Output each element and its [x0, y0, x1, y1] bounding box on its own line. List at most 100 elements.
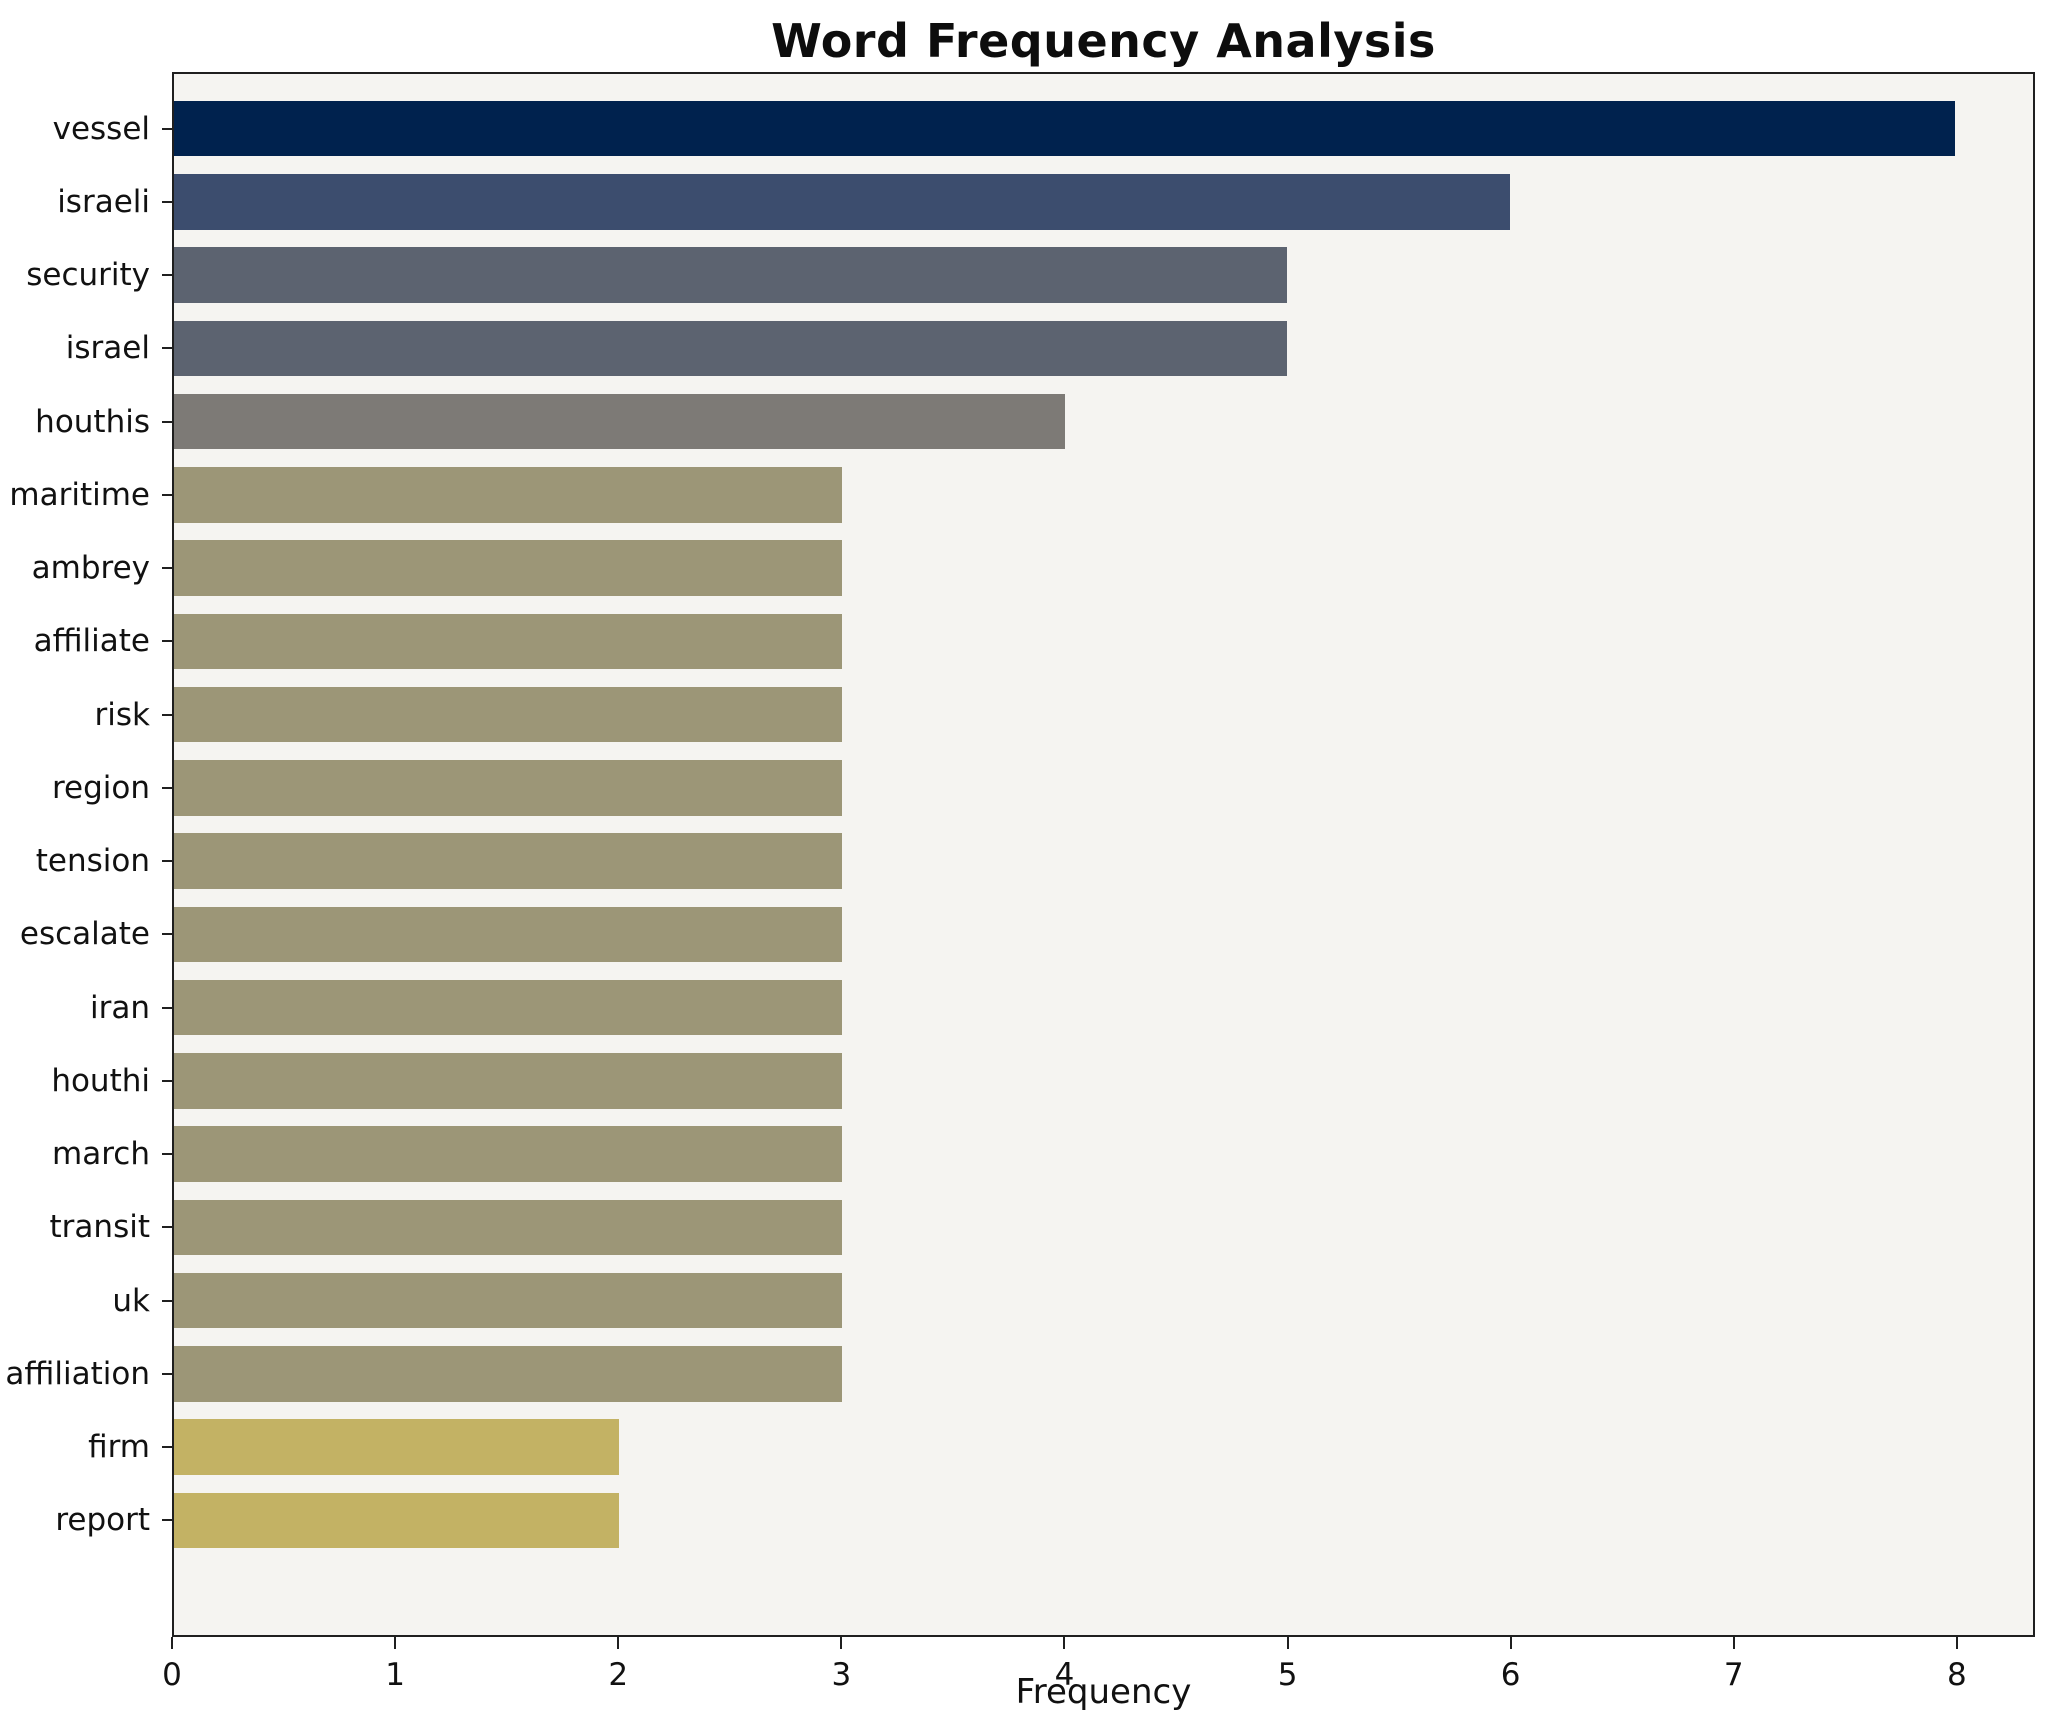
y-tick-label-region: region [51, 769, 150, 806]
y-label-row-affiliate: affiliate [0, 605, 172, 678]
x-tick-label-4: 4 [1054, 1657, 1075, 1693]
bar-ambrey [174, 540, 842, 596]
x-tick-mark [1732, 1637, 1735, 1649]
y-tick-label-vessel: vessel [52, 110, 150, 147]
y-tick-mark [162, 1153, 172, 1156]
y-label-row-israel: israel [0, 312, 172, 385]
x-tick-label-1: 1 [385, 1657, 405, 1693]
y-label-row-israeli: israeli [0, 165, 172, 238]
bar-row-march [174, 1118, 2033, 1191]
y-label-row-ambrey: ambrey [0, 532, 172, 605]
x-tick-label-3: 3 [831, 1657, 852, 1693]
y-tick-mark [162, 786, 172, 789]
y-tick-label-iran: iran [89, 989, 150, 1026]
bar-row-vessel [174, 92, 2033, 165]
chart-title: Word Frequency Analysis [771, 14, 1436, 68]
y-label-row-transit: transit [0, 1191, 172, 1264]
bar-maritime [174, 467, 842, 523]
y-tick-mark [162, 420, 172, 423]
y-tick-label-security: security [26, 257, 150, 294]
bar-security [174, 247, 1288, 303]
x-axis: 0 1 2 3 4 5 6 7 8 [162, 1637, 2035, 1699]
bar-affiliation [174, 1346, 842, 1402]
bar-houthi [174, 1053, 842, 1109]
y-tick-mark [162, 1079, 172, 1082]
bar-iran [174, 979, 842, 1036]
bar-tension [174, 833, 842, 889]
y-label-row-vessel: vessel [0, 92, 172, 165]
y-label-row-uk: uk [0, 1264, 172, 1337]
bar-row-iran [174, 971, 2033, 1044]
y-tick-mark [162, 567, 172, 570]
y-tick-mark [162, 1226, 172, 1229]
x-tick-label-2: 2 [608, 1657, 629, 1693]
y-label-row-iran: iran [0, 971, 172, 1044]
y-label-row-tension: tension [0, 825, 172, 898]
y-tick-label-ambrey: ambrey [31, 550, 150, 587]
x-tick-label-5: 5 [1277, 1657, 1298, 1693]
x-tick-label-8: 8 [1947, 1657, 1967, 1693]
y-tick-mark [162, 933, 172, 936]
bar-row-escalate [174, 898, 2033, 971]
x-tick-mark [1063, 1637, 1066, 1649]
bar-report [174, 1492, 620, 1549]
bar-row-affiliation [174, 1337, 2033, 1410]
y-label-row-firm: firm [0, 1411, 172, 1484]
y-tick-mark [162, 1006, 172, 1009]
bar-row-maritime [174, 458, 2033, 531]
y-label-row-report: report [0, 1484, 172, 1557]
y-tick-label-transit: transit [49, 1209, 150, 1246]
y-tick-label-maritime: maritime [9, 476, 150, 513]
y-tick-label-uk: uk [112, 1282, 150, 1319]
bar-row-risk [174, 678, 2033, 751]
y-tick-mark [162, 1372, 172, 1375]
bar-escalate [174, 906, 842, 963]
y-tick-label-israeli: israeli [57, 183, 150, 220]
bar-row-israel [174, 312, 2033, 385]
x-tick-mark [1286, 1637, 1289, 1649]
bar-row-tension [174, 825, 2033, 898]
y-tick-mark [162, 713, 172, 716]
bar-row-firm [174, 1411, 2033, 1484]
y-tick-mark [162, 1446, 172, 1449]
y-tick-mark [162, 1519, 172, 1522]
bar-transit [174, 1199, 842, 1256]
y-tick-mark [162, 274, 172, 277]
bar-firm [174, 1419, 620, 1475]
x-tick-mark [394, 1637, 397, 1649]
y-axis-labels: vessel israeli security israel houthis mariti… [0, 74, 172, 1635]
bar-march [174, 1126, 842, 1182]
y-tick-mark [162, 1299, 172, 1302]
x-tick-label-0: 0 [162, 1657, 182, 1693]
y-label-row-houthis: houthis [0, 385, 172, 458]
x-tick-label-6: 6 [1500, 1657, 1521, 1693]
bar-uk [174, 1272, 842, 1329]
x-tick-label-7: 7 [1723, 1657, 1744, 1693]
y-tick-label-risk: risk [94, 696, 150, 733]
bar-row-houthi [174, 1044, 2033, 1117]
y-tick-mark [162, 860, 172, 863]
y-tick-mark [162, 493, 172, 496]
bars-container [174, 74, 2033, 1635]
x-axis-label: Frequency [1015, 1672, 1192, 1712]
y-label-row-risk: risk [0, 678, 172, 751]
bar-row-transit [174, 1191, 2033, 1264]
y-tick-mark [162, 347, 172, 350]
bar-row-houthis [174, 385, 2033, 458]
y-tick-label-report: report [55, 1502, 150, 1539]
bar-affiliate [174, 613, 842, 670]
bar-row-report [174, 1484, 2033, 1557]
bar-row-region [174, 751, 2033, 824]
bar-row-security [174, 239, 2033, 312]
y-tick-label-affiliate: affiliate [33, 623, 150, 660]
bar-israel [174, 320, 1288, 377]
y-label-row-region: region [0, 751, 172, 824]
y-tick-mark [162, 200, 172, 203]
bar-row-uk [174, 1264, 2033, 1337]
bar-row-israeli [174, 165, 2033, 238]
x-tick-mark [1509, 1637, 1512, 1649]
y-tick-label-march: march [52, 1136, 150, 1173]
y-label-row-maritime: maritime [0, 458, 172, 531]
y-label-row-security: security [0, 239, 172, 312]
y-tick-mark [162, 127, 172, 130]
